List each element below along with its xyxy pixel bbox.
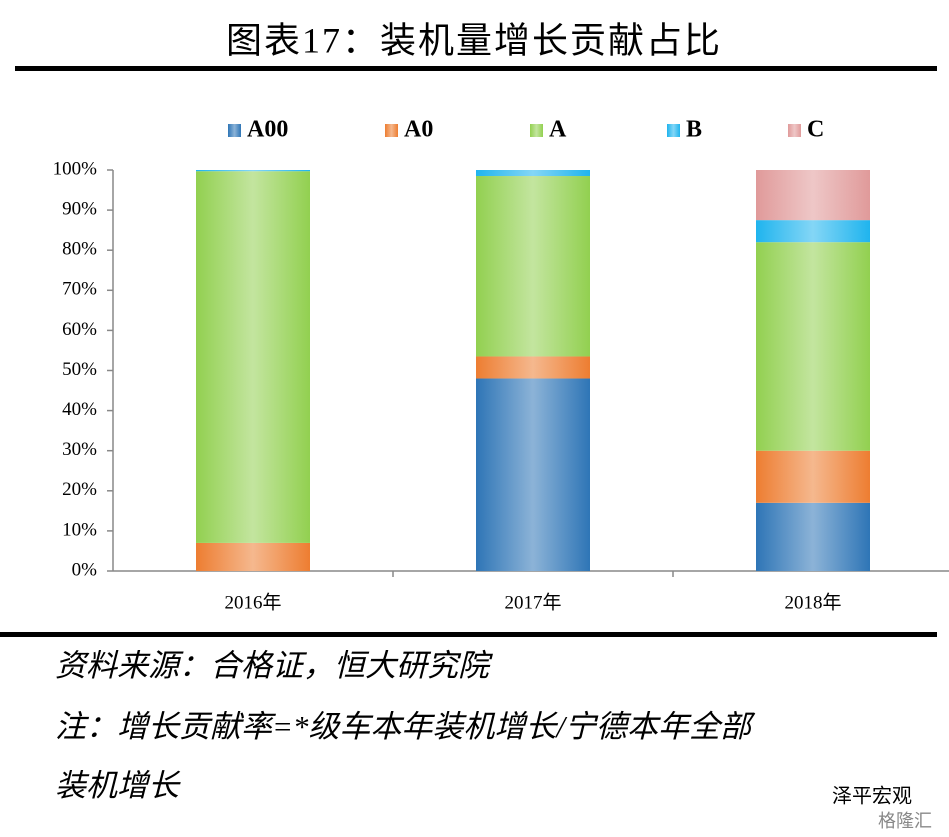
bar-segment [196, 171, 310, 543]
footer-rule [0, 632, 937, 637]
x-tick-label: 2016年 [224, 591, 281, 613]
bar-segment [476, 176, 590, 357]
y-tick-label: 60% [62, 319, 97, 340]
bar-segment [756, 242, 870, 451]
y-tick-label: 0% [72, 559, 98, 580]
y-tick-label: 10% [62, 519, 97, 540]
bar-segment [476, 356, 590, 379]
watermark: 格隆汇 [878, 811, 932, 832]
bar-segment [196, 170, 310, 172]
legend-marker [385, 124, 398, 137]
legend-marker [228, 124, 241, 137]
legend-label: C [807, 117, 824, 143]
note-line: 注：增长贡献率=*级车本年装机增长/宁德本年全部 [55, 709, 756, 744]
legend-marker [530, 124, 543, 137]
legend-label: A00 [247, 117, 288, 143]
bar-segment [476, 170, 590, 177]
y-tick-label: 100% [53, 158, 98, 179]
legend-label: A0 [404, 117, 433, 143]
y-tick-label: 40% [62, 399, 97, 420]
bar-segment [756, 170, 870, 221]
y-tick-label: 90% [62, 198, 97, 219]
x-tick-label: 2017年 [504, 591, 561, 613]
legend-marker [788, 124, 801, 137]
legend-marker [667, 124, 680, 137]
bar-segment [196, 542, 310, 571]
y-tick-label: 50% [62, 359, 97, 380]
watermark: 泽平宏观 [832, 784, 912, 808]
bar-segment [756, 502, 870, 571]
legend-label: B [686, 117, 702, 143]
bar-segment [476, 378, 590, 571]
y-tick-label: 30% [62, 439, 97, 460]
title-rule [15, 66, 937, 71]
y-tick-label: 80% [62, 239, 97, 260]
note-line: 装机增长 [55, 768, 181, 803]
bar-segment [756, 220, 870, 243]
y-tick-label: 70% [62, 279, 97, 300]
y-tick-label: 20% [62, 479, 97, 500]
x-tick-label: 2018年 [784, 591, 841, 613]
chart-title: 图表17：装机量增长贡献占比 [226, 20, 722, 60]
bar-segment [756, 450, 870, 503]
source-note: 资料来源：合格证，恒大研究院 [55, 648, 493, 683]
legend-label: A [549, 117, 567, 143]
